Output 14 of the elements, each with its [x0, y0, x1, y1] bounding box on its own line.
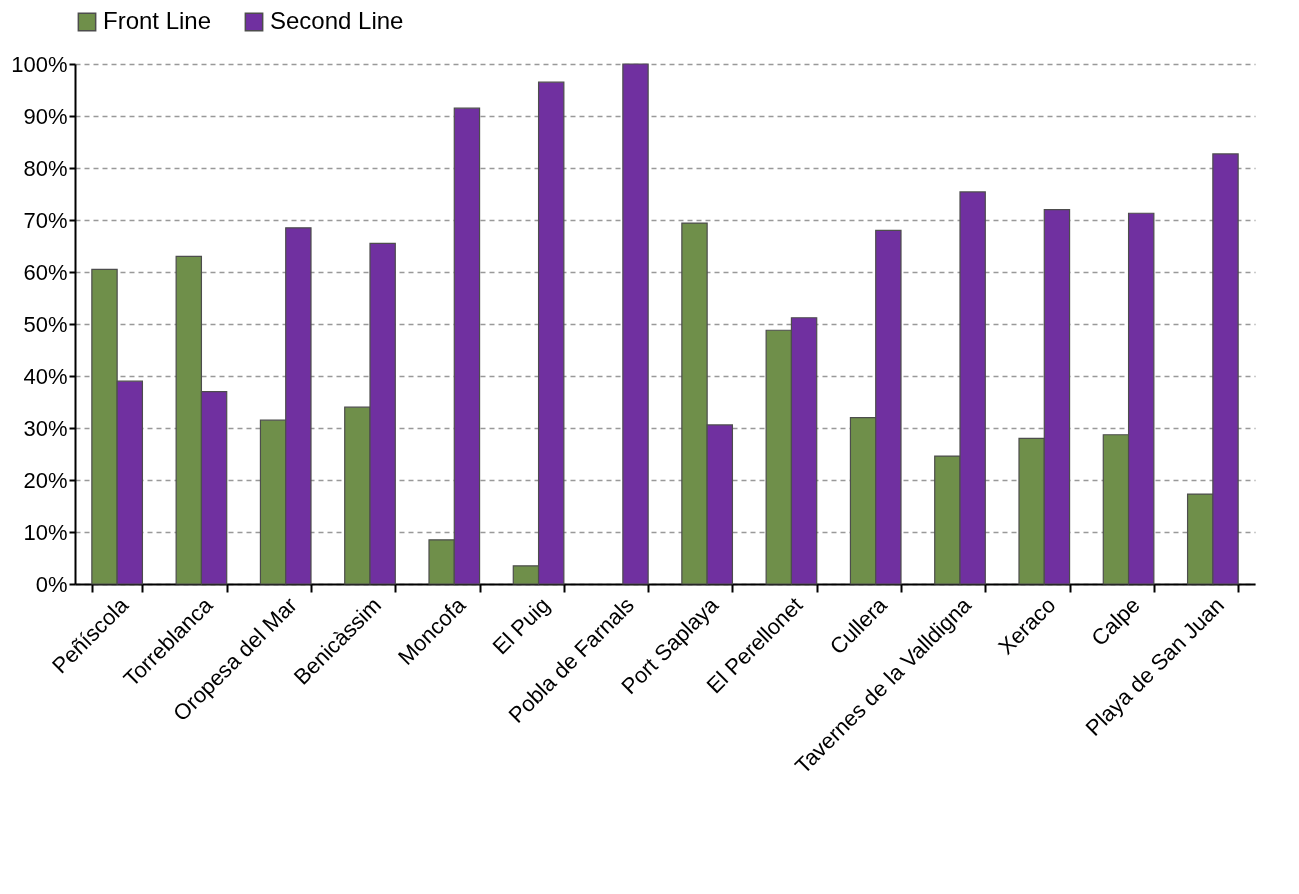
y-tick-label: 100%: [11, 51, 68, 77]
legend-label: Front Line: [103, 7, 212, 34]
y-tick-label: 50%: [23, 311, 68, 337]
y-tick-label: 40%: [23, 363, 68, 389]
legend-label: Second Line: [270, 7, 404, 34]
y-tick-label: 70%: [23, 207, 68, 233]
y-tick-label: 30%: [23, 415, 68, 441]
y-tick-label: 0%: [35, 571, 68, 597]
y-tick-label: 10%: [23, 519, 68, 545]
y-tick-label: 20%: [23, 467, 68, 493]
y-tick-label: 60%: [23, 259, 68, 285]
bar: [622, 63, 649, 585]
y-tick-label: 80%: [23, 155, 68, 181]
y-tick-label: 90%: [23, 103, 68, 129]
